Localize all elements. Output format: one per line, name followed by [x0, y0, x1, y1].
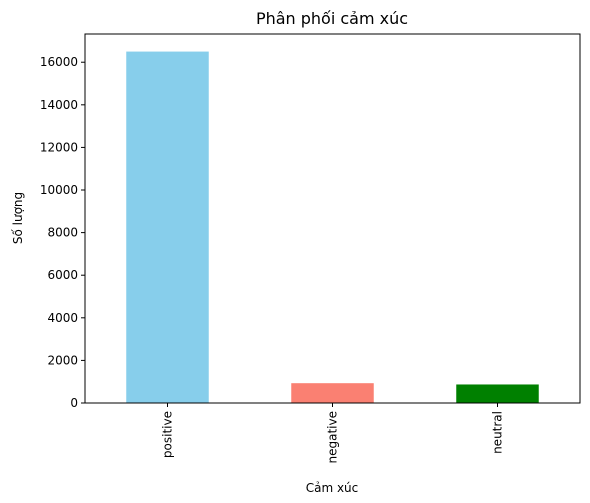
- chart-title: Phân phối cảm xúc: [256, 9, 408, 28]
- bar-neutral: [456, 384, 539, 403]
- plot-area-frame: [84, 33, 581, 404]
- y-tick-label: 14000: [40, 98, 78, 112]
- y-tick-label: 8000: [47, 226, 78, 240]
- bars: [126, 51, 539, 403]
- y-tick-label: 12000: [40, 140, 78, 154]
- y-tick-label: 10000: [40, 183, 78, 197]
- y-tick-label: 16000: [40, 55, 78, 69]
- y-axis-label: Số lượng: [11, 192, 25, 244]
- y-tick-label: 6000: [47, 268, 78, 282]
- x-tick-label-neutral: neutral: [491, 411, 505, 454]
- y-tick-label: 2000: [47, 353, 78, 367]
- x-tick-label-positive: positive: [161, 411, 175, 458]
- y-tick-label: 0: [70, 396, 78, 410]
- x-tick-label-negative: negative: [326, 411, 340, 463]
- y-tick-label: 4000: [47, 311, 78, 325]
- x-axis-label: Cảm xúc: [306, 481, 359, 495]
- y-axis-ticks: 0 2000 4000 6000 8000 10000 12000 14000 16000: [40, 55, 85, 410]
- bar-positive: [126, 51, 209, 403]
- bar-negative: [291, 383, 374, 403]
- x-axis-ticks: positive negative neutral: [161, 403, 505, 463]
